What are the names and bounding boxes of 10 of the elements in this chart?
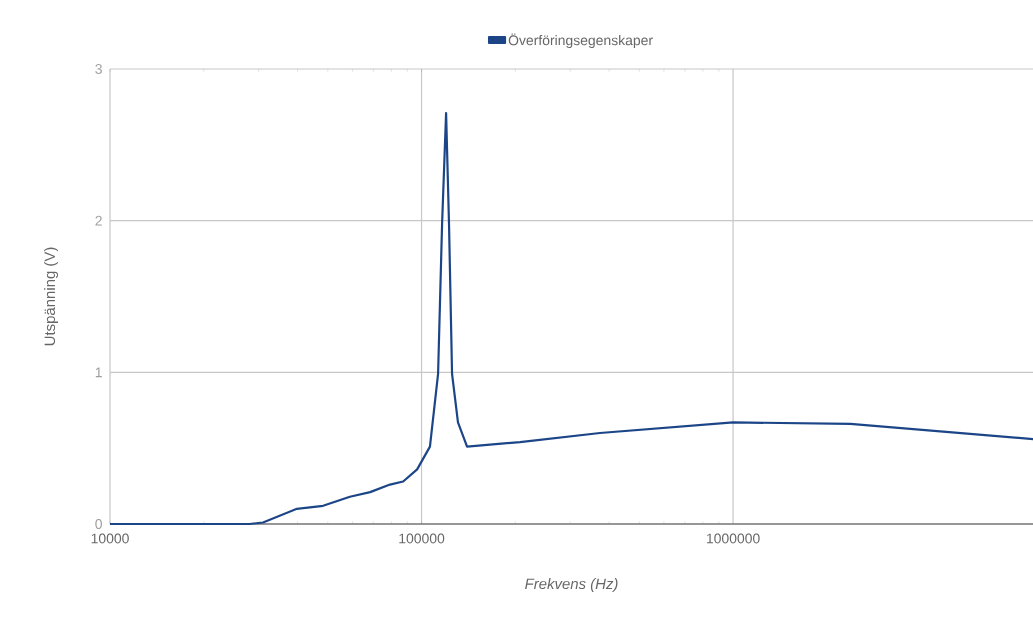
legend-label: Överföringsegenskaper <box>508 33 653 49</box>
x-axis-title: Frekvens (Hz) <box>525 578 618 593</box>
x-tick-label: 1000000 <box>706 533 760 544</box>
x-tick-label: 100000 <box>399 533 445 544</box>
x-tick-label: 10000 <box>91 533 129 544</box>
y-tick-label: 3 <box>95 64 102 74</box>
y-tick-label: 1 <box>95 367 102 378</box>
y-tick-label: 2 <box>95 215 102 226</box>
y-tick-label: 0 <box>95 519 102 529</box>
y-axis-title: Utspänning (V) <box>44 247 59 346</box>
